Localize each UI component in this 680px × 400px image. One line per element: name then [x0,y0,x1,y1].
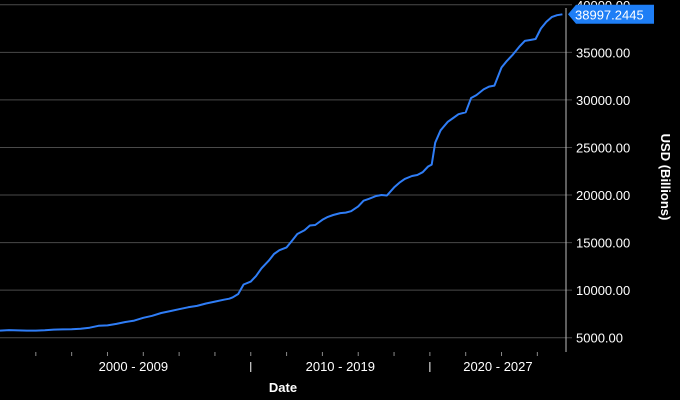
x-group-label: 2000 - 2009 [99,359,168,374]
y-tick-label: 30000.00 [576,93,630,108]
y-tick-label: 10000.00 [576,283,630,298]
y-axis-label: USD (Billions) [658,134,673,221]
series-line [0,13,563,332]
y-tick-labels: 5000.00 10000.00 15000.00 20000.00 25000.00 3… [576,0,630,346]
y-tick-label: 35000.00 [576,45,630,60]
x-group-label: 2010 - 2019 [306,359,375,374]
x-group-label: 2020 - 2027 [463,359,532,374]
x-axis-groups: 2000 - 2009 2010 - 2019 2020 - 2027 [35,352,538,374]
last-value-badge: 38997.2445 [568,4,654,24]
grid-lines [0,4,572,339]
y-tick-label: 20000.00 [576,188,630,203]
last-value-label: 38997.2445 [575,7,644,22]
y-tick-label: 15000.00 [576,236,630,251]
y-tick-label: 25000.00 [576,140,630,155]
y-tick-label: 5000.00 [576,331,623,346]
x-axis-label: Date [269,380,297,395]
last-value-badge-shape [568,4,654,24]
